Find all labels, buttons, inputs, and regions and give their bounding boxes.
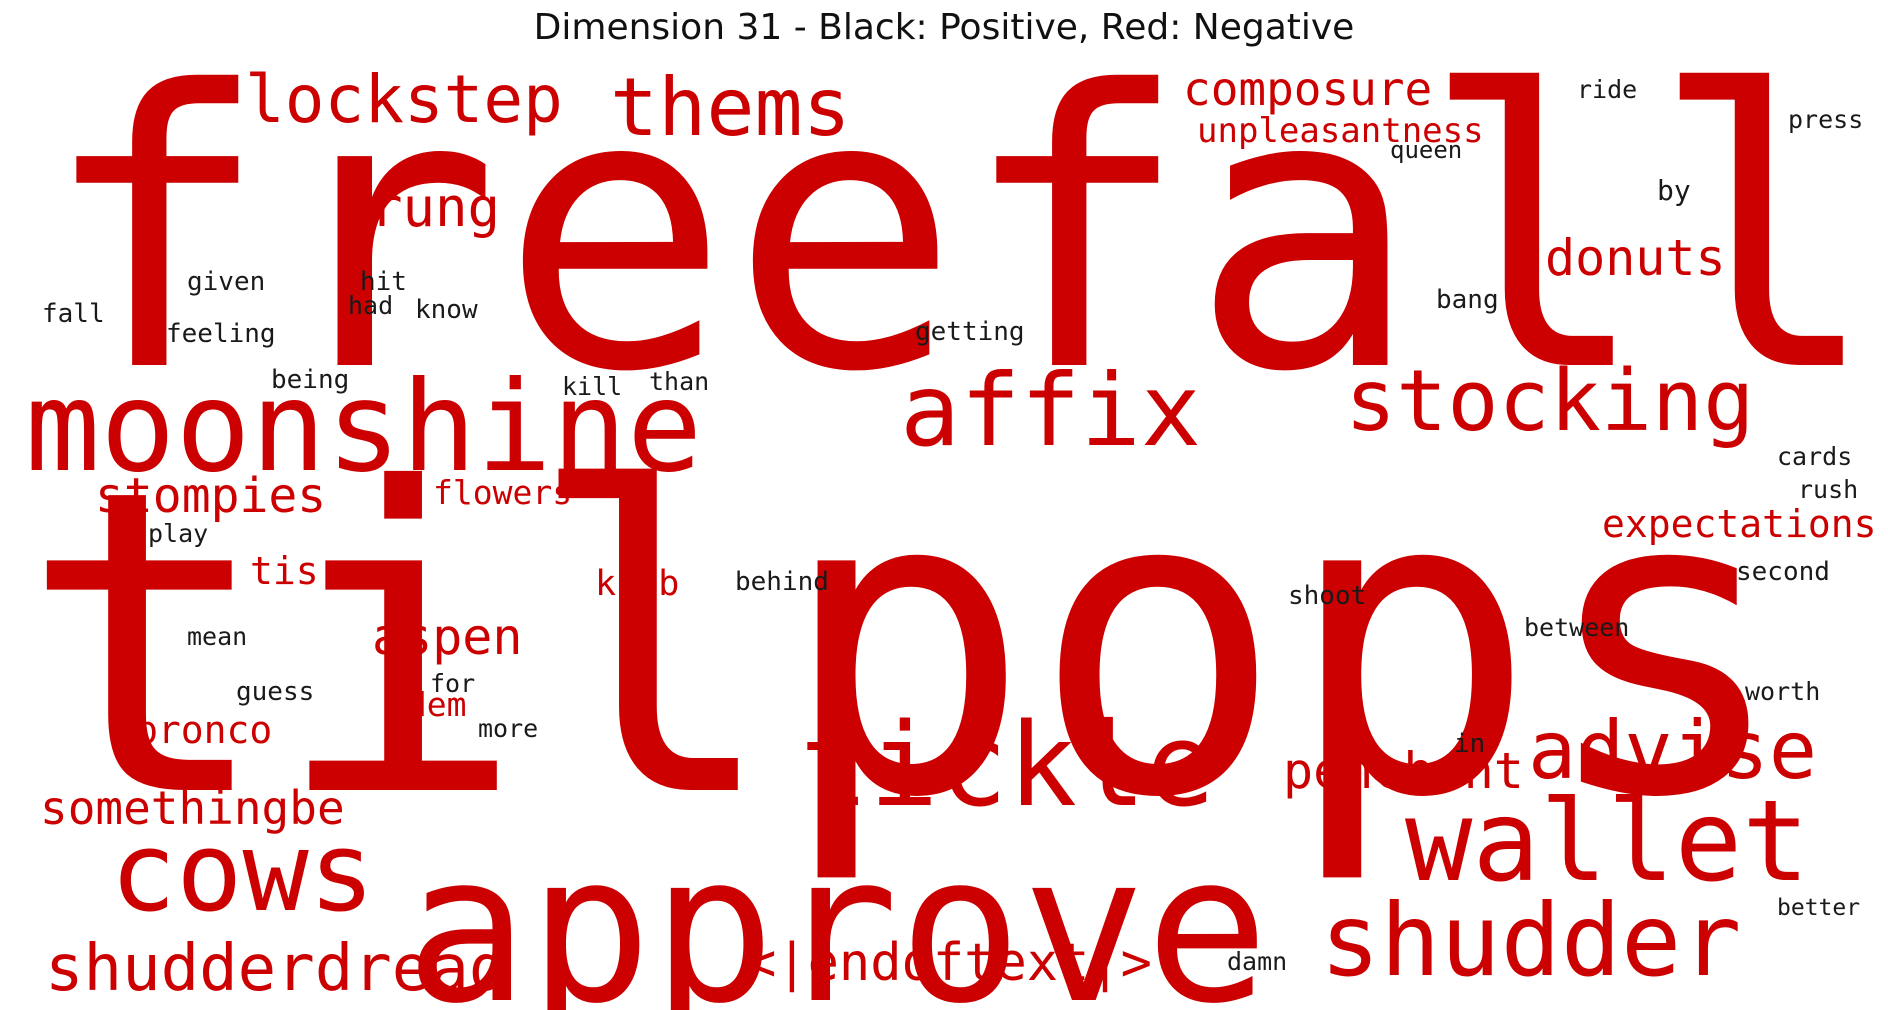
word-flowers: flowers — [433, 473, 572, 512]
word-being: being — [271, 365, 349, 395]
word-tickle: tickle — [800, 699, 1215, 833]
word-kill: kill — [562, 372, 622, 401]
word-advise: advise — [1528, 704, 1817, 797]
word-aspen: aspen — [372, 608, 523, 666]
word-more: more — [478, 714, 538, 743]
word-approve: approve — [405, 811, 1269, 1010]
word-bronco: bronco — [135, 708, 272, 752]
word-stocking: stocking — [1345, 352, 1754, 451]
word-between: between — [1524, 613, 1629, 642]
word-in: in — [1454, 729, 1485, 759]
word-worth: worth — [1745, 677, 1820, 706]
word-cows: cows — [110, 808, 375, 936]
word-bang: bang — [1436, 285, 1499, 315]
word-thems: thems — [610, 61, 851, 154]
word-shudder: shudder — [1320, 882, 1741, 999]
word-cards: cards — [1777, 442, 1852, 471]
word-had: had — [348, 291, 393, 320]
word-shudderdread: shudderdread — [45, 932, 507, 1006]
word-stompies: stompies — [95, 468, 326, 524]
word-expectations: expectations — [1602, 502, 1877, 546]
word-behind: behind — [735, 567, 829, 597]
word-fall: fall — [42, 299, 105, 329]
word-by: by — [1657, 174, 1691, 207]
word-freefall: freefall — [40, 11, 1880, 456]
word-ride: ride — [1577, 75, 1637, 104]
word-unpleasantness: unpleasantness — [1197, 111, 1484, 151]
word-donuts: donuts — [1545, 229, 1726, 287]
word-rung: rung — [370, 176, 500, 239]
word-tilpops: tilpops — [20, 401, 1790, 890]
word-feeling: feeling — [166, 319, 276, 349]
word-shoot: shoot — [1288, 581, 1366, 611]
word-than: than — [649, 367, 709, 396]
word-idem: idem — [387, 685, 466, 724]
word-hit: hit — [360, 267, 407, 297]
word-lockstep: lockstep — [245, 61, 563, 138]
word-moonshine: moonshine — [25, 355, 702, 500]
word-somethingbe: somethingbe — [40, 781, 345, 835]
word-endoftext: <|endoftext|> — [745, 933, 1152, 993]
word-composure: composure — [1183, 62, 1432, 116]
word-damn: damn — [1227, 947, 1287, 976]
word-knob: knob — [595, 564, 679, 604]
word-know: know — [415, 295, 478, 325]
word-given: given — [187, 267, 265, 297]
word-play: play — [148, 519, 208, 548]
word-better: better — [1777, 895, 1860, 921]
word-press: press — [1788, 105, 1863, 134]
word-getting: getting — [915, 317, 1025, 347]
word-wallet: wallet — [1405, 777, 1810, 907]
word-guess: guess — [236, 677, 314, 707]
word-affix: affix — [900, 352, 1201, 469]
word-rush: rush — [1798, 475, 1858, 504]
word-mean: mean — [187, 622, 247, 651]
word-second: second — [1736, 557, 1830, 587]
word-for: for — [430, 669, 475, 698]
word-penchant: penchant — [1283, 742, 1524, 800]
word-queen: queen — [1390, 136, 1462, 164]
figure-title: Dimension 31 - Black: Positive, Red: Neg… — [533, 7, 1355, 48]
word-tis: tis — [250, 549, 319, 593]
